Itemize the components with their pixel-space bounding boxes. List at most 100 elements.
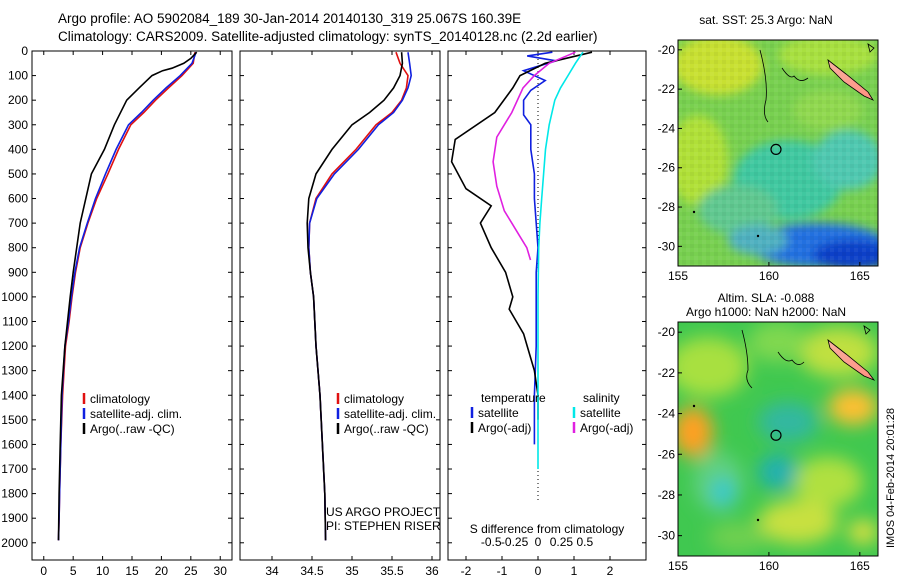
sst-map-title: sat. SST: 25.3 Argo: NaN [699, 13, 832, 27]
differences-xtick-label: 1 [571, 564, 578, 578]
salinity-frame [239, 50, 441, 561]
temperature-frame [31, 50, 233, 561]
differences-xtick-label: -2 [461, 564, 472, 578]
sla_map-ytick-label: -24 [658, 407, 676, 421]
sla-map: Altim. SLA: -0.088 Argo h1000: NaN h2000… [678, 291, 878, 556]
depth-tick-label: 400 [8, 142, 28, 156]
salinity-legend-label: Argo(..raw -QC) [344, 422, 429, 436]
legend-temperature-title: temperature [481, 391, 546, 405]
sst_map-xtick-label: 160 [759, 269, 779, 283]
sdiff-tick-label: 0.5 [576, 535, 593, 549]
sdiff-tick-label: -0.25 [501, 535, 529, 549]
temperature-xtick-label: 15 [125, 564, 139, 578]
depth-tick-label: 1100 [2, 314, 28, 328]
temperature-legend-label: Argo(..raw -QC) [90, 422, 175, 436]
differences-xtick-label: 0 [535, 564, 542, 578]
sdiff-tick-label: 0.25 [550, 535, 574, 549]
figure-subtitle: Climatology: CARS2009. Satellite-adjuste… [58, 29, 598, 44]
tdiff-legend-label: Argo(-adj) [478, 421, 531, 435]
salinity-xtick-label: 35 [345, 564, 359, 578]
differences-series-argoadj [450, 51, 593, 420]
sst_map-ytick-label: -20 [658, 43, 676, 57]
sst_map-ytick-label: -22 [658, 82, 676, 96]
sst-map-image [678, 40, 878, 266]
sst_map-ytick-label: -30 [658, 239, 676, 253]
temperature-xtick-label: 0 [40, 564, 47, 578]
project-annotation: PI: STEPHEN RISER [326, 519, 441, 533]
sla-map-image [678, 322, 878, 556]
depth-tick-label: 2000 [1, 536, 28, 550]
differences-xtick-label: -1 [497, 564, 508, 578]
sdiff-xlabel: S difference from climatology [470, 522, 625, 536]
depth-tick-label: 300 [8, 118, 28, 132]
project-annotation: US ARGO PROJECT [326, 505, 441, 519]
depth-tick-label: 600 [8, 192, 28, 206]
depth-tick-label: 1500 [1, 413, 28, 427]
temperature-series-argorawqc [57, 51, 198, 541]
salinity-legend-label: satellite-adj. clim. [344, 407, 436, 421]
temperature-series-climatology [57, 52, 196, 541]
sla_map-xtick-label: 160 [759, 559, 779, 573]
timestamp-stamp: IMOS 04-Feb-2014 20:01:28 [885, 408, 897, 548]
depth-tick-label: 900 [8, 265, 28, 279]
temperature-xtick-label: 25 [184, 564, 198, 578]
sla_map-ytick-label: -28 [658, 488, 676, 502]
sst_map-xtick-label: 165 [850, 269, 870, 283]
sdiff-legend-label: satellite [580, 406, 621, 420]
depth-tick-label: 1800 [1, 487, 28, 501]
sst_map-ytick-label: -28 [658, 200, 676, 214]
sla_map-ytick-label: -30 [658, 529, 676, 543]
temperature-xtick-label: 10 [96, 564, 110, 578]
sst_map-ytick-label: -26 [658, 161, 676, 175]
temperature-legend-label: satellite-adj. clim. [90, 407, 182, 421]
sla_map-xtick-label: 155 [668, 559, 688, 573]
differences-frame [447, 50, 647, 561]
temperature-xtick-label: 30 [214, 564, 228, 578]
salinity-xtick-label: 34.5 [300, 564, 324, 578]
depth-tick-label: 1200 [1, 339, 28, 353]
legend-salinity-title: salinity [583, 391, 620, 405]
sla_map-frame [677, 321, 879, 557]
temperature-series-satelliteadjclim [57, 51, 197, 541]
depth-tick-label: 500 [8, 167, 28, 181]
differences-series-argoadj [492, 51, 576, 261]
sdiff-legend-label: Argo(-adj) [580, 421, 633, 435]
figure-title: Argo profile: AO 5902084_189 30-Jan-2014… [58, 11, 522, 26]
differences-xtick-label: 2 [607, 564, 614, 578]
sst_map-frame [677, 39, 879, 267]
sdiff-tick-label: 0 [535, 535, 542, 549]
temperature-legend-label: climatology [90, 392, 150, 406]
sst_map-argo-marker [770, 143, 782, 156]
salinity-xlabel: salinity [322, 578, 359, 580]
salinity-legend-label: climatology [344, 392, 404, 406]
salinity-series-argorawqc [306, 52, 404, 541]
salinity-xtick-label: 36 [425, 564, 439, 578]
depth-tick-label: 1400 [1, 388, 28, 402]
sst_map-xtick-label: 155 [668, 269, 688, 283]
sla-map-title-2: Argo h1000: NaN h2000: NaN [686, 305, 846, 319]
sla_map-ytick-label: -26 [658, 447, 676, 461]
salinity-xtick-label: 35.5 [380, 564, 404, 578]
temperature-xtick-label: 20 [155, 564, 169, 578]
sla-map-title-1: Altim. SLA: -0.088 [718, 291, 815, 305]
sdiff-tick-label: -0.5 [481, 535, 502, 549]
depth-tick-label: 1900 [1, 511, 28, 525]
sla_map-ytick-label: -22 [658, 366, 676, 380]
salinity-xtick-label: 34 [265, 564, 279, 578]
differences-series-satellite [537, 51, 584, 469]
depth-tick-label: 100 [8, 69, 28, 83]
sla_map-ytick-label: -20 [658, 325, 676, 339]
differences-series-satellite [521, 51, 557, 445]
depth-tick-label: 1700 [1, 462, 28, 476]
depth-tick-label: 700 [8, 216, 28, 230]
depth-tick-label: 200 [8, 93, 28, 107]
differences-xlabel: T difference from climatology [470, 578, 624, 580]
temperature-xlabel: temperature (deg C) [78, 578, 186, 580]
depth-tick-label: 1000 [1, 290, 28, 304]
sst_map-ytick-label: -24 [658, 121, 676, 135]
temperature-xtick-label: 5 [70, 564, 77, 578]
tdiff-legend-label: satellite [478, 406, 519, 420]
sla_map-xtick-label: 165 [850, 559, 870, 573]
depth-tick-label: 1600 [1, 437, 28, 451]
